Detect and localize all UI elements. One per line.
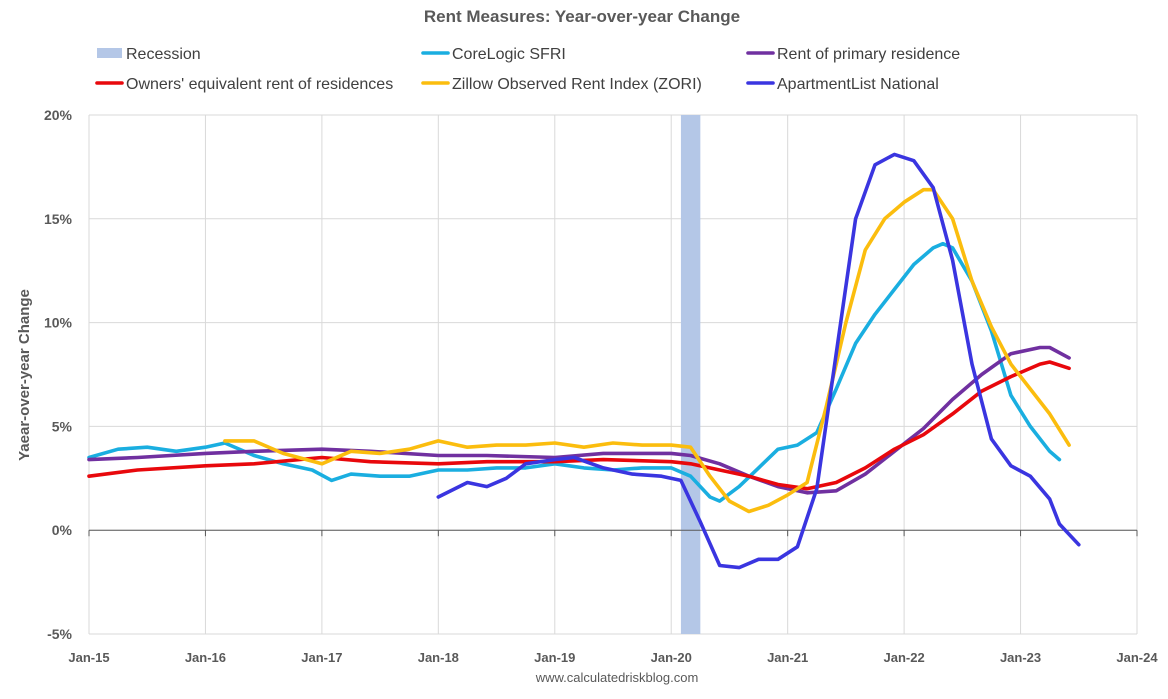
legend-label: Recession xyxy=(126,46,201,63)
y-tick-label: 20% xyxy=(44,107,73,123)
x-tick-label: Jan-17 xyxy=(301,650,342,665)
legend-label: Zillow Observed Rent Index (ZORI) xyxy=(452,76,702,93)
grid xyxy=(88,114,1138,635)
series-line xyxy=(87,345,1071,495)
x-tick-label: Jan-18 xyxy=(418,650,459,665)
x-tick-label: Jan-21 xyxy=(767,650,808,665)
y-tick-label: 0% xyxy=(52,522,73,538)
y-tick-label: 10% xyxy=(44,315,73,331)
y-tick-label: -5% xyxy=(47,626,72,642)
legend-label: Rent of primary residence xyxy=(777,46,960,63)
x-tick-label: Jan-20 xyxy=(651,650,692,665)
x-tick-label: Jan-19 xyxy=(534,650,575,665)
y-axis-label: Yaear-over-year Change xyxy=(16,289,33,461)
legend: Recession CoreLogic SFRI Rent of primary r… xyxy=(95,46,960,93)
series-line xyxy=(87,360,1071,491)
series-line xyxy=(436,152,1081,570)
series-layer xyxy=(87,152,1081,570)
recession-band xyxy=(680,115,701,634)
chart-title: Rent Measures: Year-over-year Change xyxy=(424,7,740,26)
legend-label: ApartmentList National xyxy=(777,76,939,93)
legend-label: CoreLogic SFRI xyxy=(452,46,566,63)
x-tick-label: Jan-24 xyxy=(1116,650,1158,665)
x-tick-label: Jan-23 xyxy=(1000,650,1041,665)
y-tick-label: 5% xyxy=(52,418,73,434)
source-credit: www.calculatedriskblog.com xyxy=(535,670,699,685)
y-tick-label: 15% xyxy=(44,211,73,227)
legend-label: Owners' equivalent rent of residences xyxy=(126,76,393,93)
series-line xyxy=(223,187,1071,514)
series-line xyxy=(87,241,1062,503)
x-tick-label: Jan-22 xyxy=(884,650,925,665)
x-tick-label: Jan-16 xyxy=(185,650,226,665)
x-tick-label: Jan-15 xyxy=(68,650,109,665)
recession-band-layer xyxy=(680,115,701,634)
legend-swatch xyxy=(97,48,122,58)
axes: Jan-15 Jan-16 Jan-17 Jan-18 Jan-19 Jan-20 Jan-… xyxy=(44,107,1158,665)
